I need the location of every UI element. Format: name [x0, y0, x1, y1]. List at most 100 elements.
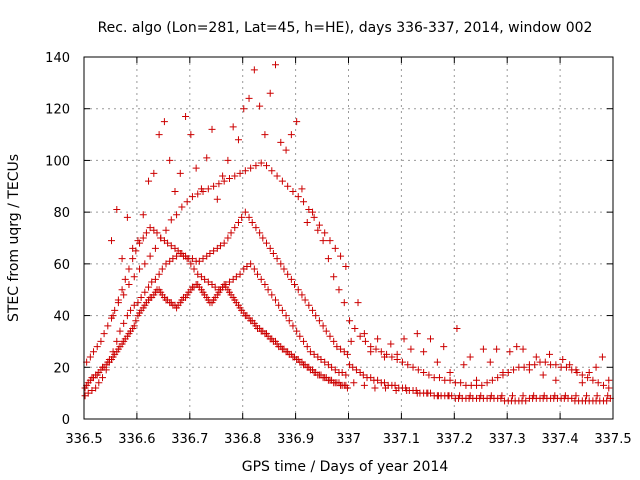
- data-point: [271, 61, 279, 69]
- data-point: [551, 392, 559, 400]
- data-point: [277, 138, 285, 146]
- data-point: [324, 255, 332, 263]
- data-point: [113, 206, 121, 214]
- data-point: [298, 291, 306, 299]
- data-point: [257, 159, 265, 167]
- data-point: [287, 131, 295, 139]
- data-point: [356, 332, 364, 340]
- data-point: [145, 283, 153, 291]
- data-point: [328, 363, 336, 371]
- data-point: [539, 371, 547, 379]
- data-point: [136, 265, 144, 273]
- data-point: [498, 392, 506, 400]
- data-point: [215, 286, 223, 294]
- data-point: [499, 368, 507, 376]
- data-point: [243, 262, 251, 270]
- data-point: [137, 293, 145, 301]
- data-point: [236, 270, 244, 278]
- data-point: [435, 374, 443, 382]
- data-point: [284, 270, 292, 278]
- x-tick-label: 337.1: [383, 432, 420, 447]
- data-point: [460, 361, 468, 369]
- data-point: [598, 353, 606, 361]
- data-point: [141, 260, 149, 268]
- data-point: [278, 306, 286, 314]
- data-point: [194, 190, 202, 198]
- data-point: [372, 345, 380, 353]
- data-point: [192, 164, 200, 172]
- data-point: [303, 343, 311, 351]
- data-point: [478, 381, 486, 389]
- data-point: [346, 317, 354, 325]
- data-point: [298, 185, 306, 193]
- data-point: [305, 206, 313, 214]
- data-point: [331, 366, 339, 374]
- data-point: [289, 322, 297, 330]
- data-point: [240, 105, 248, 113]
- data-point: [247, 164, 255, 172]
- data-point: [486, 358, 494, 366]
- data-point: [585, 368, 593, 376]
- data-point: [210, 182, 218, 190]
- data-point: [224, 156, 232, 164]
- data-point: [322, 327, 330, 335]
- data-point: [105, 358, 113, 366]
- data-point: [566, 361, 574, 369]
- data-point: [331, 244, 339, 252]
- x-tick-label: 336.8: [224, 432, 261, 447]
- data-point: [92, 384, 100, 392]
- data-point: [210, 247, 218, 255]
- data-point: [453, 325, 461, 332]
- y-tick-label: 140: [45, 51, 70, 66]
- data-point: [167, 216, 175, 224]
- y-tick-label: 60: [53, 258, 70, 273]
- data-point: [178, 203, 186, 211]
- data-point: [359, 371, 367, 379]
- data-point: [229, 123, 237, 131]
- data-point: [546, 350, 554, 358]
- data-point: [236, 169, 244, 177]
- data-point: [494, 374, 502, 382]
- x-tick-label: 337: [336, 432, 361, 447]
- data-point: [263, 239, 271, 247]
- data-point: [194, 270, 202, 278]
- data-point: [414, 366, 422, 374]
- data-point: [335, 286, 343, 294]
- data-point: [266, 244, 274, 252]
- data-point: [317, 356, 325, 364]
- data-point: [347, 337, 355, 345]
- data-point: [114, 299, 122, 307]
- x-tick-label: 336.5: [65, 432, 102, 447]
- y-tick-label: 40: [53, 310, 70, 325]
- data-point: [592, 363, 600, 371]
- data-point: [420, 348, 428, 356]
- data-point: [525, 366, 533, 374]
- data-point: [487, 392, 495, 400]
- data-point: [259, 234, 267, 242]
- data-point: [261, 281, 269, 289]
- data-point: [158, 265, 166, 273]
- data-point: [559, 356, 567, 364]
- data-point: [572, 392, 580, 400]
- data-point: [188, 255, 196, 263]
- data-point: [278, 177, 286, 185]
- data-point: [139, 211, 147, 219]
- data-point: [132, 317, 140, 325]
- data-point: [520, 363, 528, 371]
- data-point: [572, 366, 580, 374]
- data-point: [321, 229, 329, 237]
- data-point: [203, 154, 211, 162]
- data-point: [326, 237, 334, 245]
- data-point: [273, 255, 281, 263]
- data-point: [291, 281, 299, 289]
- data-point: [374, 376, 382, 384]
- data-point: [120, 319, 128, 327]
- data-point: [280, 265, 288, 273]
- data-point: [382, 384, 390, 392]
- data-point: [252, 162, 260, 170]
- data-point: [129, 255, 137, 263]
- data-point: [232, 273, 240, 281]
- data-point: [380, 379, 388, 387]
- data-point: [86, 353, 94, 361]
- data-point: [354, 299, 362, 307]
